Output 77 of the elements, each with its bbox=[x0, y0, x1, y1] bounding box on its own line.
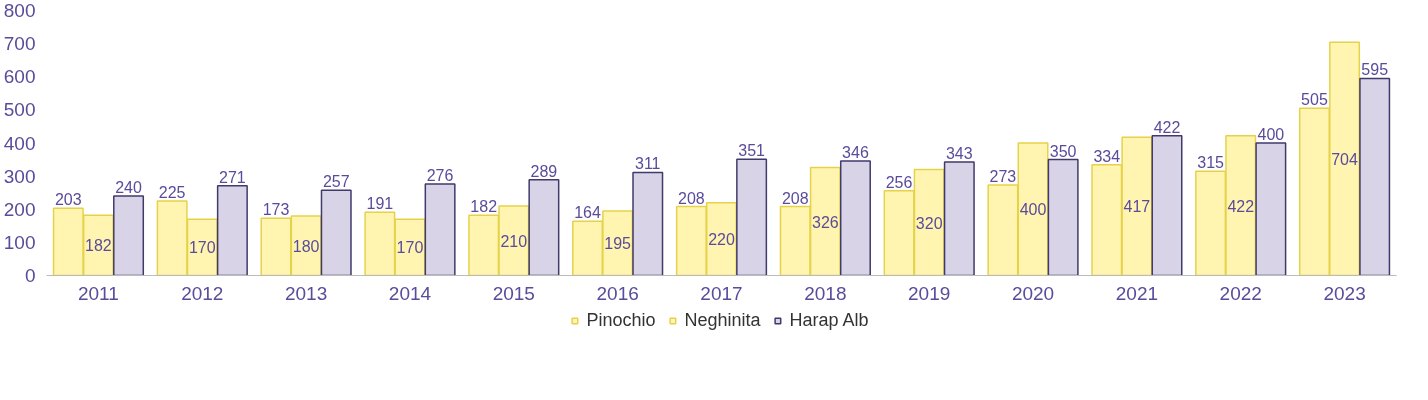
data-label: 276 bbox=[426, 167, 454, 185]
data-label: 170 bbox=[396, 239, 424, 257]
data-label: 271 bbox=[219, 168, 246, 186]
x-tick-label: 2013 bbox=[284, 282, 328, 304]
data-label: 422 bbox=[1227, 197, 1255, 215]
data-label: 191 bbox=[366, 195, 394, 213]
bar bbox=[839, 160, 871, 276]
data-label: 164 bbox=[574, 204, 601, 222]
bar bbox=[424, 183, 456, 276]
data-label: 422 bbox=[1153, 118, 1181, 136]
bar bbox=[736, 158, 768, 276]
data-label: 704 bbox=[1331, 150, 1359, 168]
data-label: 195 bbox=[604, 235, 632, 253]
data-label: 346 bbox=[842, 143, 869, 161]
data-label: 595 bbox=[1361, 61, 1389, 79]
data-label: 417 bbox=[1123, 198, 1151, 216]
x-tick-label: 2020 bbox=[1011, 282, 1055, 304]
y-tick-label: 300 bbox=[3, 165, 36, 187]
y-tick-label: 200 bbox=[3, 198, 36, 220]
data-label: 256 bbox=[885, 173, 913, 191]
data-label: 273 bbox=[989, 168, 1017, 186]
data-label: 208 bbox=[781, 189, 809, 207]
data-label: 326 bbox=[812, 213, 839, 231]
y-tick-label: 600 bbox=[3, 66, 36, 88]
data-label: 180 bbox=[292, 237, 320, 255]
data-label: 334 bbox=[1093, 147, 1121, 165]
data-label: 240 bbox=[115, 179, 142, 196]
data-label: 315 bbox=[1197, 154, 1225, 172]
x-tick-label: 2019 bbox=[908, 282, 951, 304]
x-tick-label: 2018 bbox=[804, 282, 847, 304]
data-label: 400 bbox=[1257, 126, 1285, 143]
y-tick-label: 800 bbox=[3, 0, 36, 21]
y-tick-label: 500 bbox=[3, 99, 36, 121]
data-label: 220 bbox=[708, 231, 735, 249]
data-label: 208 bbox=[678, 189, 705, 207]
data-label: 289 bbox=[530, 162, 558, 180]
bar bbox=[216, 184, 248, 276]
x-tick-label: 2022 bbox=[1219, 282, 1262, 304]
data-label: 225 bbox=[158, 183, 186, 201]
bar bbox=[1359, 77, 1391, 276]
data-label: 257 bbox=[322, 173, 350, 191]
data-label: 351 bbox=[738, 142, 766, 160]
bar bbox=[632, 171, 664, 276]
x-tick-label: 2012 bbox=[181, 282, 224, 304]
x-tick-label: 2011 bbox=[77, 282, 119, 304]
data-label: 210 bbox=[500, 232, 528, 250]
bar bbox=[1047, 158, 1079, 276]
data-label: 311 bbox=[635, 155, 661, 173]
data-label: 182 bbox=[470, 198, 498, 216]
data-label: 182 bbox=[85, 237, 112, 255]
data-label: 505 bbox=[1301, 91, 1328, 109]
x-tick-label: 2021 bbox=[1115, 282, 1159, 304]
data-label: 343 bbox=[945, 144, 973, 162]
x-tick-label: 2016 bbox=[596, 282, 639, 304]
y-tick-label: 100 bbox=[3, 231, 36, 253]
data-label: 173 bbox=[262, 201, 290, 219]
legend-label: Neghinita bbox=[684, 309, 761, 331]
data-label: 400 bbox=[1019, 201, 1047, 219]
bar bbox=[943, 161, 975, 276]
x-tick-label: 2014 bbox=[388, 282, 432, 304]
x-tick-label: 2017 bbox=[700, 282, 743, 304]
data-label: 170 bbox=[188, 239, 216, 257]
y-tick-label: 0 bbox=[24, 265, 36, 286]
y-tick-label: 400 bbox=[3, 132, 36, 154]
bar bbox=[113, 195, 145, 276]
data-label: 203 bbox=[54, 191, 82, 209]
legend-label: Pinochio bbox=[586, 309, 656, 331]
data-label: 350 bbox=[1049, 142, 1077, 160]
x-tick-label: 2015 bbox=[492, 282, 535, 304]
legend-label: Harap Alb bbox=[789, 309, 869, 331]
bar bbox=[1255, 142, 1287, 276]
y-tick-label: 700 bbox=[3, 33, 36, 55]
bar bbox=[320, 189, 352, 276]
x-tick-label: 2023 bbox=[1323, 282, 1366, 304]
data-label: 320 bbox=[915, 214, 943, 232]
bar bbox=[1151, 134, 1183, 276]
bar bbox=[528, 179, 560, 276]
